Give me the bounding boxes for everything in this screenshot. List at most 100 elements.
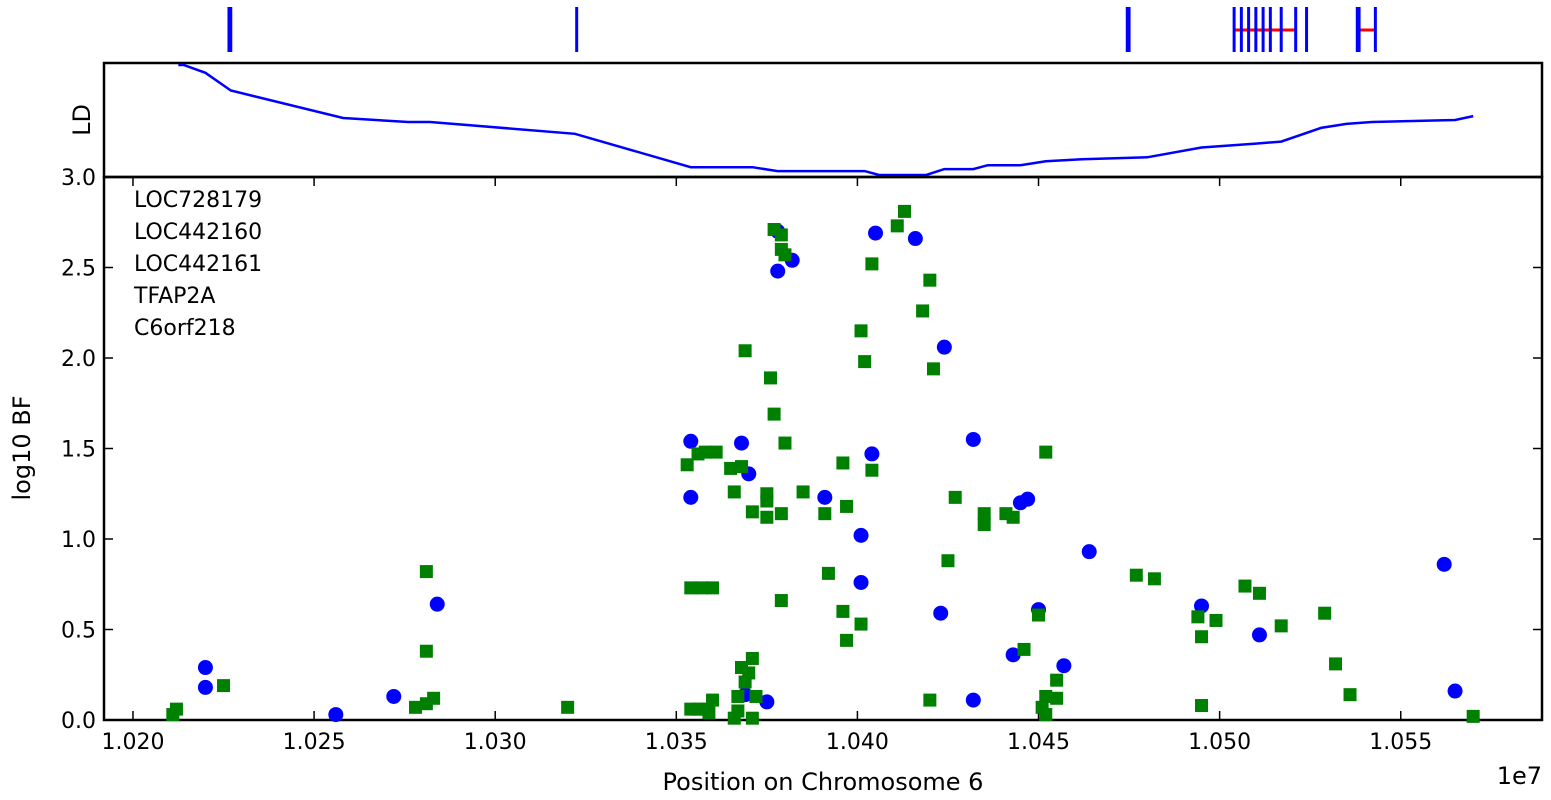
bf-point-circle bbox=[1436, 556, 1452, 572]
bf-point-square bbox=[840, 633, 854, 647]
bf-point-square bbox=[419, 644, 433, 658]
x-tick-label: 1.035 bbox=[645, 730, 708, 755]
x-tick-label: 1.040 bbox=[826, 730, 889, 755]
bf-point-square bbox=[706, 693, 720, 707]
bf-point-square bbox=[680, 458, 694, 472]
bf-point-circle bbox=[770, 263, 786, 279]
bf-point-square bbox=[731, 704, 745, 718]
bf-point-square bbox=[409, 700, 423, 714]
bf-point-circle bbox=[1005, 647, 1021, 663]
bf-point-square bbox=[821, 566, 835, 580]
bf-point-circle bbox=[386, 688, 402, 704]
bf-point-circle bbox=[683, 489, 699, 505]
bf-point-circle bbox=[965, 431, 981, 447]
bf-point-square bbox=[760, 510, 774, 524]
x-tick-label: 1.055 bbox=[1369, 730, 1432, 755]
bf-point-circle bbox=[853, 527, 869, 543]
bf-point-circle bbox=[864, 446, 880, 462]
gene-annotation: LOC442160 bbox=[134, 220, 262, 245]
bf-point-circle bbox=[197, 679, 213, 695]
ld-axes-frame bbox=[102, 61, 1544, 179]
bf-point-square bbox=[923, 273, 937, 287]
bf-point-square bbox=[767, 407, 781, 421]
bf-axes-frame bbox=[102, 175, 1544, 722]
bf-point-circle bbox=[759, 694, 775, 710]
bf-point-square bbox=[724, 461, 738, 475]
bf-point-circle bbox=[1056, 658, 1072, 674]
y-tick-label: 0.0 bbox=[61, 709, 96, 734]
bf-point-square bbox=[948, 490, 962, 504]
bf-point-square bbox=[760, 487, 774, 501]
bf-xlabel: Position on Chromosome 6 bbox=[663, 768, 984, 796]
bf-point-circle bbox=[817, 489, 833, 505]
ld-line bbox=[178, 63, 1474, 177]
gene-annotation: LOC728179 bbox=[134, 188, 262, 213]
y-tick-label: 0.5 bbox=[61, 619, 96, 644]
bf-point-square bbox=[684, 581, 698, 595]
bf-point-square bbox=[1032, 608, 1046, 622]
bf-point-square bbox=[1252, 586, 1266, 600]
bf-point-square bbox=[561, 700, 575, 714]
bf-point-square bbox=[731, 689, 745, 703]
bf-panel: 1.020 1.025 1.030 1.035 1.040 1.045 1.050 1.055… bbox=[8, 166, 1544, 796]
bf-ylabel: log10 BF bbox=[8, 395, 36, 500]
bf-point-square bbox=[865, 463, 879, 477]
bf-point-square bbox=[1039, 708, 1053, 722]
bf-point-square bbox=[763, 371, 777, 385]
bf-point-square bbox=[865, 257, 879, 271]
bf-point-square bbox=[427, 691, 441, 705]
bf-point-circle bbox=[1020, 491, 1036, 507]
bf-point-square bbox=[1238, 579, 1252, 593]
bf-point-square bbox=[774, 228, 788, 242]
bf-point-circle bbox=[1194, 598, 1210, 614]
bf-point-square bbox=[745, 711, 759, 725]
bf-point-square bbox=[778, 248, 792, 262]
bf-point-square bbox=[774, 594, 788, 608]
bf-point-square bbox=[702, 706, 716, 720]
gene-annotation: LOC442161 bbox=[134, 252, 262, 277]
bf-point-square bbox=[1343, 688, 1357, 702]
bf-point-square bbox=[836, 604, 850, 618]
bf-point-square bbox=[897, 204, 911, 218]
bf-point-square bbox=[1039, 689, 1053, 703]
y-tick-label: 1.5 bbox=[61, 438, 96, 463]
bf-point-square bbox=[745, 651, 759, 665]
bf-point-square bbox=[1195, 630, 1209, 644]
bf-point-square bbox=[1466, 709, 1480, 723]
x-tick-label: 1.045 bbox=[1007, 730, 1070, 755]
bf-point-square bbox=[738, 344, 752, 358]
bf-point-square bbox=[941, 554, 955, 568]
bf-point-square bbox=[1147, 572, 1161, 586]
bf-point-square bbox=[1191, 610, 1205, 624]
bf-point-square bbox=[778, 436, 792, 450]
ld-panel: LD bbox=[68, 61, 1544, 179]
bf-point-square bbox=[818, 507, 832, 521]
bf-point-circle bbox=[868, 225, 884, 241]
bf-point-circle bbox=[1081, 544, 1097, 560]
bf-point-square bbox=[1274, 619, 1288, 633]
bf-point-square bbox=[858, 355, 872, 369]
y-tick-label: 3.0 bbox=[61, 166, 96, 191]
y-tick-label: 2.5 bbox=[61, 257, 96, 282]
bf-point-square bbox=[1318, 606, 1332, 620]
bf-point-circle bbox=[1251, 627, 1267, 643]
x-tick-label: 1.020 bbox=[101, 730, 164, 755]
bf-point-square bbox=[1209, 613, 1223, 627]
bf-point-square bbox=[854, 617, 868, 631]
bf-point-circle bbox=[328, 707, 344, 723]
bf-point-square bbox=[698, 445, 712, 459]
bf-point-square bbox=[840, 499, 854, 513]
gene-annotation: TFAP2A bbox=[133, 284, 215, 309]
bf-point-square bbox=[169, 702, 183, 716]
bf-point-circle bbox=[1447, 683, 1463, 699]
bf-point-square bbox=[977, 507, 991, 521]
bf-point-square bbox=[727, 485, 741, 499]
bf-point-square bbox=[1006, 510, 1020, 524]
bf-point-circle bbox=[936, 339, 952, 355]
x-tick-label: 1.030 bbox=[464, 730, 527, 755]
bf-point-square bbox=[217, 679, 231, 693]
bf-point-square bbox=[1017, 642, 1031, 656]
bf-point-square bbox=[854, 324, 868, 338]
bf-point-square bbox=[1195, 699, 1209, 713]
